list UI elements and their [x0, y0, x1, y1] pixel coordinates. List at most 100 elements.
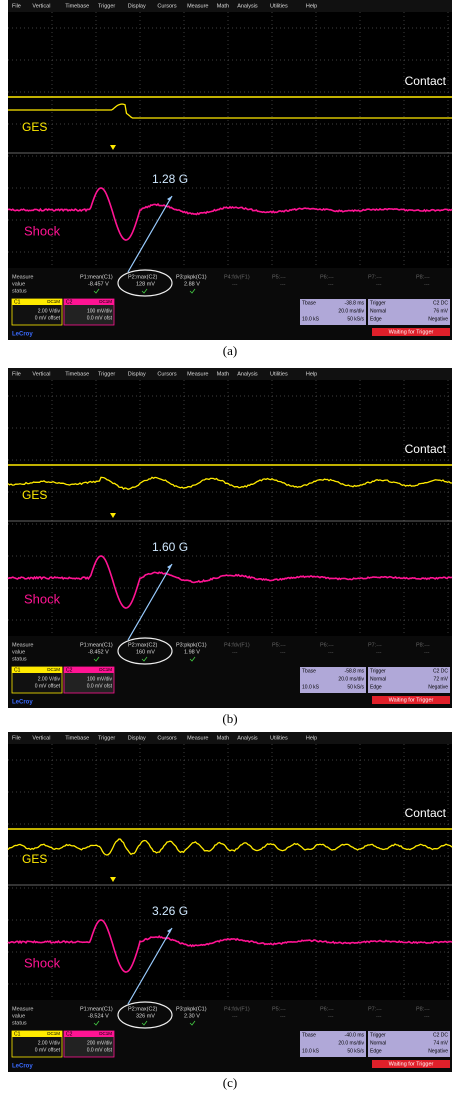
peak-label: 3.26 G	[152, 904, 188, 918]
timebase-div: 20.0 ms/div	[338, 676, 364, 682]
param-name: P1:mean(C1)	[80, 274, 113, 280]
scope-screenshot: File Vertical Timebase Trigger Display Cursor…	[8, 732, 452, 1090]
trigger-label: Trigger	[370, 668, 386, 674]
param-name: P1:mean(C1)	[80, 1006, 113, 1012]
channel-scale: 100 mV/div	[87, 308, 113, 314]
menu-item[interactable]: Display	[128, 735, 146, 741]
param-value: ---	[424, 1013, 430, 1019]
channel-coupling: DC1M	[99, 1031, 112, 1036]
channel-coupling: DC1M	[47, 1031, 60, 1036]
param-value: ---	[424, 649, 430, 655]
param-name: P3:pkpk(C1)	[176, 1006, 207, 1012]
menu-item[interactable]: Measure	[187, 735, 208, 741]
trigger-source: C2 DC	[433, 300, 448, 306]
menu-item[interactable]: Analysis	[237, 3, 258, 9]
param-name: P7:---	[368, 1006, 382, 1012]
menu-item[interactable]: Help	[306, 3, 317, 9]
trigger-label: Trigger	[370, 300, 386, 306]
menu-item[interactable]: Timebase	[65, 371, 89, 377]
figure: File Vertical Timebase Trigger Display Cursor…	[0, 0, 459, 1097]
param-value: ---	[280, 1013, 286, 1019]
param-value: ---	[232, 1013, 238, 1019]
param-name: P2:max(C2)	[128, 274, 158, 280]
timebase-rate: 50 kS/s	[347, 684, 364, 690]
ges-label: GES	[22, 488, 47, 502]
channel-name: C1	[14, 667, 21, 673]
caption: (a)	[223, 343, 237, 358]
channel-name: C2	[66, 1031, 73, 1037]
param-name: P8:---	[416, 642, 430, 648]
menu-item[interactable]: Timebase	[65, 3, 89, 9]
trigger-slope: Negative	[428, 1048, 448, 1054]
menu-item[interactable]: File	[12, 371, 21, 377]
trigger-source: C2 DC	[433, 668, 448, 674]
timebase-delay: -40.0 ms	[345, 1032, 365, 1038]
param-value: 2.88 V	[184, 281, 200, 287]
menu-item[interactable]: Trigger	[98, 371, 115, 377]
status-text: Waiting for Trigger	[389, 1061, 434, 1067]
trigger-level: 72 mV	[434, 676, 449, 682]
trigger-source: C2 DC	[433, 1032, 448, 1038]
menu-item[interactable]: Vertical	[32, 735, 50, 741]
brand-logo: LeCroy	[12, 700, 33, 706]
timebase-label: Tbase	[302, 300, 316, 306]
channel-scale: 100 mV/div	[87, 676, 113, 682]
timebase-label: Tbase	[302, 1032, 316, 1038]
trigger-type: Edge	[370, 684, 382, 690]
menu-item[interactable]: Trigger	[98, 3, 115, 9]
channel-coupling: DC1M	[99, 299, 112, 304]
menu-item[interactable]: Utilities	[270, 3, 288, 9]
param-value: ---	[232, 649, 238, 655]
trigger-mode: Normal	[370, 1040, 386, 1046]
timebase-samples: 10.0 kS	[302, 1048, 320, 1054]
menu-item[interactable]: Timebase	[65, 735, 89, 741]
channel-offset: 0 mV offset	[35, 683, 61, 689]
menu-item[interactable]: Measure	[187, 3, 208, 9]
param-value: ---	[424, 281, 430, 287]
menu-item[interactable]: Math	[217, 371, 229, 377]
menu-item[interactable]: Trigger	[98, 735, 115, 741]
trigger-slope: Negative	[428, 684, 448, 690]
menu-item[interactable]: Help	[306, 371, 317, 377]
param-value: ---	[328, 281, 334, 287]
param-name: P8:---	[416, 274, 430, 280]
timebase-samples: 10.0 kS	[302, 316, 320, 322]
param-name: P6:---	[320, 642, 334, 648]
timebase-label: Tbase	[302, 668, 316, 674]
menu-item[interactable]: Analysis	[237, 371, 258, 377]
menu-item[interactable]: Display	[128, 3, 146, 9]
trigger-slope: Negative	[428, 316, 448, 322]
menu-item[interactable]: Utilities	[270, 371, 288, 377]
menu-item[interactable]: Display	[128, 371, 146, 377]
menu-item[interactable]: File	[12, 3, 21, 9]
channel-name: C1	[14, 1031, 21, 1037]
timebase-rate: 50 kS/s	[347, 1048, 364, 1054]
param-value: ---	[328, 649, 334, 655]
channel-offset: 0.0 mV ofst	[87, 683, 113, 689]
param-name: P7:---	[368, 642, 382, 648]
param-value: -8.452 V	[88, 649, 109, 655]
menu-item[interactable]: Math	[217, 735, 229, 741]
scope-screenshot: File Vertical Timebase Trigger Display Cursor…	[8, 0, 452, 358]
param-value: ---	[232, 281, 238, 287]
menu-item[interactable]: Cursors	[157, 371, 177, 377]
channel-scale: 2.00 V/div	[38, 308, 61, 314]
param-name: P5:---	[272, 274, 286, 280]
menu-item[interactable]: Vertical	[32, 371, 50, 377]
caption: (c)	[223, 1075, 237, 1090]
menu-item[interactable]: File	[12, 735, 21, 741]
menu-item[interactable]: Cursors	[157, 3, 177, 9]
peak-label: 1.28 G	[152, 172, 188, 186]
menu-item[interactable]: Math	[217, 3, 229, 9]
menu-item[interactable]: Measure	[187, 371, 208, 377]
menu-item[interactable]: Help	[306, 735, 317, 741]
menu-item[interactable]: Utilities	[270, 735, 288, 741]
menu-item[interactable]: Analysis	[237, 735, 258, 741]
scope-screenshot: File Vertical Timebase Trigger Display Cursor…	[8, 368, 452, 726]
brand-logo: LeCroy	[12, 1064, 33, 1070]
measure-row-label: Measure	[12, 642, 33, 648]
menu-item[interactable]: Vertical	[32, 3, 50, 9]
param-value: ---	[280, 649, 286, 655]
menu-item[interactable]: Cursors	[157, 735, 177, 741]
trigger-level: 74 mV	[434, 1040, 449, 1046]
